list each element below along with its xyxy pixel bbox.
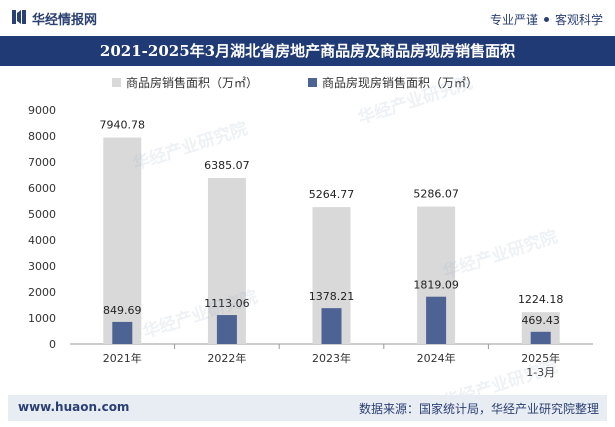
bar-sales-area [103,137,142,344]
brand-name: 华经情报网 [32,13,98,28]
legend-swatch [308,78,317,87]
x-tick-label: 2021年 [103,351,142,365]
bar-completed-sales-area [426,296,447,344]
bar-chart: 商品房销售面积（万㎡） 商品房现房销售面积（万㎡） 0 1000 2000 3000 400… [28,75,593,379]
top-bar: 华经情报网 专业严谨 客观科学 [0,0,615,36]
value-label-completed-sales-area: 1113.06 [204,297,250,310]
y-tick-label: 2000 [28,286,56,299]
y-tick-label: 0 [49,338,56,351]
value-label-sales-area: 7940.78 [100,119,146,132]
bar-completed-sales-area [530,331,551,344]
value-label-completed-sales-area: 1378.21 [309,290,355,303]
y-tick-label: 3000 [28,260,56,273]
x-tick-label: 2025年 [521,351,560,365]
chart-area: 商品房销售面积（万㎡） 商品房现房销售面积（万㎡） 0 1000 2000 3000 400… [0,66,615,391]
y-tick-label: 5000 [28,208,56,221]
dot-icon [543,17,549,22]
value-label-sales-area: 5286.07 [413,188,459,201]
value-label-sales-area: 1224.18 [518,293,564,306]
tagline: 专业严谨 客观科学 [490,11,603,28]
y-tick-label: 7000 [28,156,56,169]
x-tick-label: 1-3月 [526,366,555,379]
y-tick-label: 6000 [28,182,56,195]
y-tick-label: 1000 [28,312,56,325]
y-tick-label: 9000 [28,104,56,117]
footer: www.huaon.com 数据来源：国家统计局，华经产业研究院整理 [8,395,607,421]
brand-logo-icon [12,10,26,24]
x-tick-label: 2024年 [417,351,456,365]
value-label-sales-area: 6385.07 [204,159,250,172]
value-label-completed-sales-area: 849.69 [103,304,142,317]
value-label-completed-sales-area: 1819.09 [413,279,459,292]
tagline-right: 客观科学 [554,13,603,27]
footer-source: 数据来源：国家统计局，华经产业研究院整理 [358,402,599,416]
x-tick-label: 2023年 [312,351,351,365]
y-tick-label: 8000 [28,130,56,143]
bar-completed-sales-area [216,315,237,344]
value-label-completed-sales-area: 469.43 [521,314,560,327]
bar-completed-sales-area [321,308,342,344]
tagline-left: 专业严谨 [489,13,538,27]
footer-site: www.huaon.com [18,400,130,414]
legend-label: 商品房现房销售面积（万㎡） [322,75,478,90]
chart-title: 2021-2025年3月湖北省房地产商品房及商品房现房销售面积 [0,36,615,66]
x-tick-label: 2022年 [207,351,246,365]
y-tick-label: 4000 [28,234,56,247]
bar-completed-sales-area [112,321,133,344]
value-label-sales-area: 5264.77 [309,188,355,201]
legend-label: 商品房销售面积（万㎡） [126,75,258,90]
legend-swatch [112,78,121,87]
